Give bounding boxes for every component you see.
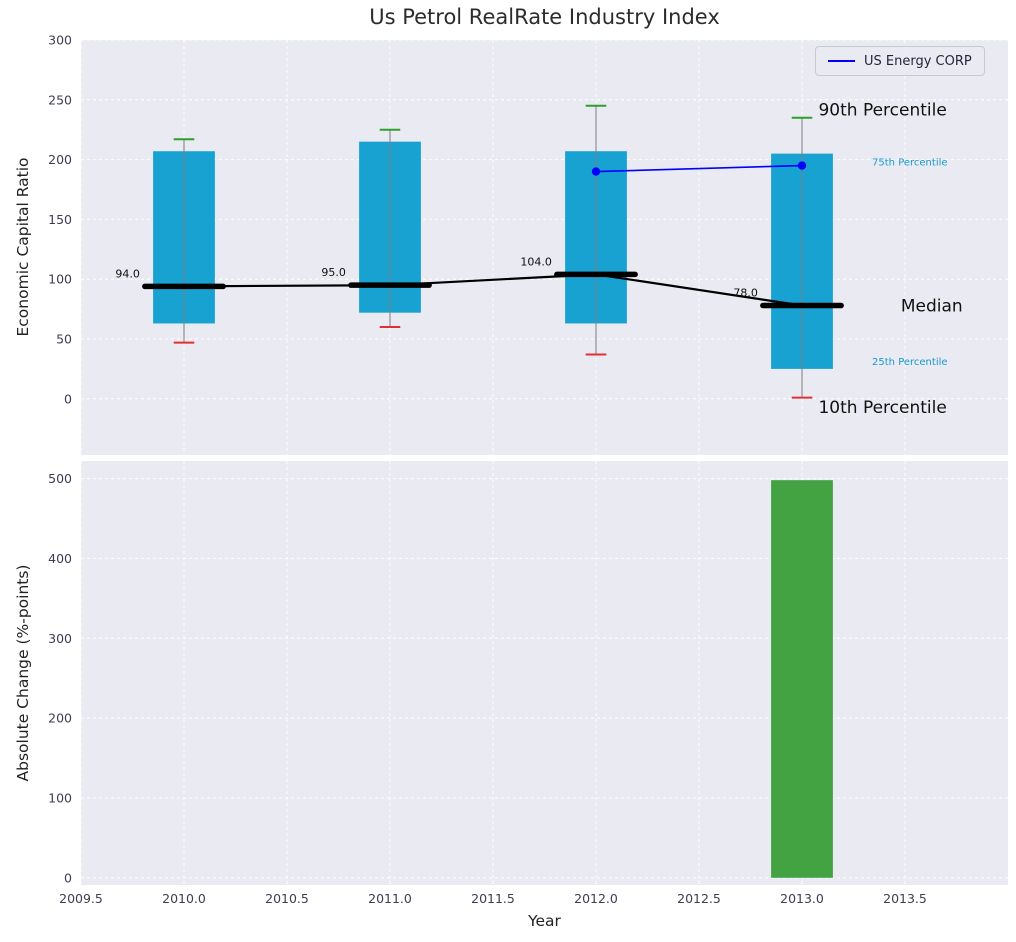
x-tick-label: 2011.0	[368, 891, 412, 906]
y-tick-label: 100	[48, 790, 72, 805]
legend-line-sample	[828, 60, 855, 62]
x-tick-label: 2013.0	[780, 891, 824, 906]
x-tick-label: 2013.5	[883, 891, 927, 906]
annotation-90th-percentile: 90th Percentile	[818, 100, 946, 120]
y-tick-label: 250	[48, 92, 72, 107]
annotation-25th-percentile: 25th Percentile	[872, 357, 948, 368]
bottom-subplot: 0 100 200 300 400 500 2009.5 2010.0 2010.5 2011.0…	[48, 461, 1008, 906]
top-subplot: 0 50 100 150 200 250 300 94.0 95.0 104.0 78.0 90th …	[48, 33, 1008, 455]
y-tick-label: 300	[48, 631, 72, 646]
company-point	[797, 161, 807, 170]
legend: US Energy CORP	[815, 46, 985, 76]
annotation-75th-percentile: 75th Percentile	[872, 157, 948, 168]
y-tick-label: 500	[48, 471, 72, 486]
chart-title: Us Petrol RealRate Industry Index	[369, 5, 720, 29]
top-y-axis-label: Economic Capital Ratio	[14, 157, 32, 337]
median-trend-line	[183, 273, 803, 307]
y-tick-label: 0	[64, 870, 72, 885]
annotation-median: Median	[901, 296, 963, 316]
company-point	[591, 167, 601, 176]
y-tick-label: 100	[48, 272, 72, 287]
y-tick-label: 150	[48, 212, 72, 227]
median-value-label: 104.0	[520, 255, 552, 268]
y-tick-label: 400	[48, 551, 72, 566]
y-tick-label: 200	[48, 711, 72, 726]
y-tick-label: 200	[48, 152, 72, 167]
legend-label: US Energy CORP	[864, 53, 972, 69]
y-tick-label: 300	[48, 33, 72, 48]
x-tick-label: 2010.0	[162, 891, 206, 906]
x-tick-label: 2011.5	[471, 891, 515, 906]
bottom-y-axis-label: Absolute Change (%-points)	[14, 564, 32, 782]
median-value-label: 95.0	[321, 266, 346, 279]
axes-background	[81, 461, 1008, 885]
x-axis-label: Year	[528, 912, 561, 930]
y-tick-label: 50	[56, 331, 72, 346]
change-bar	[771, 480, 833, 878]
x-tick-label: 2012.0	[574, 891, 618, 906]
median-value-label: 78.0	[733, 287, 758, 300]
axes-background	[81, 40, 1008, 455]
x-tick-label: 2009.5	[59, 891, 103, 906]
annotation-10th-percentile: 10th Percentile	[818, 398, 946, 418]
company-line	[595, 164, 803, 173]
median-value-label: 94.0	[115, 267, 140, 280]
x-tick-label: 2012.5	[677, 891, 721, 906]
y-tick-label: 0	[64, 391, 72, 406]
x-tick-label: 2010.5	[265, 891, 309, 906]
